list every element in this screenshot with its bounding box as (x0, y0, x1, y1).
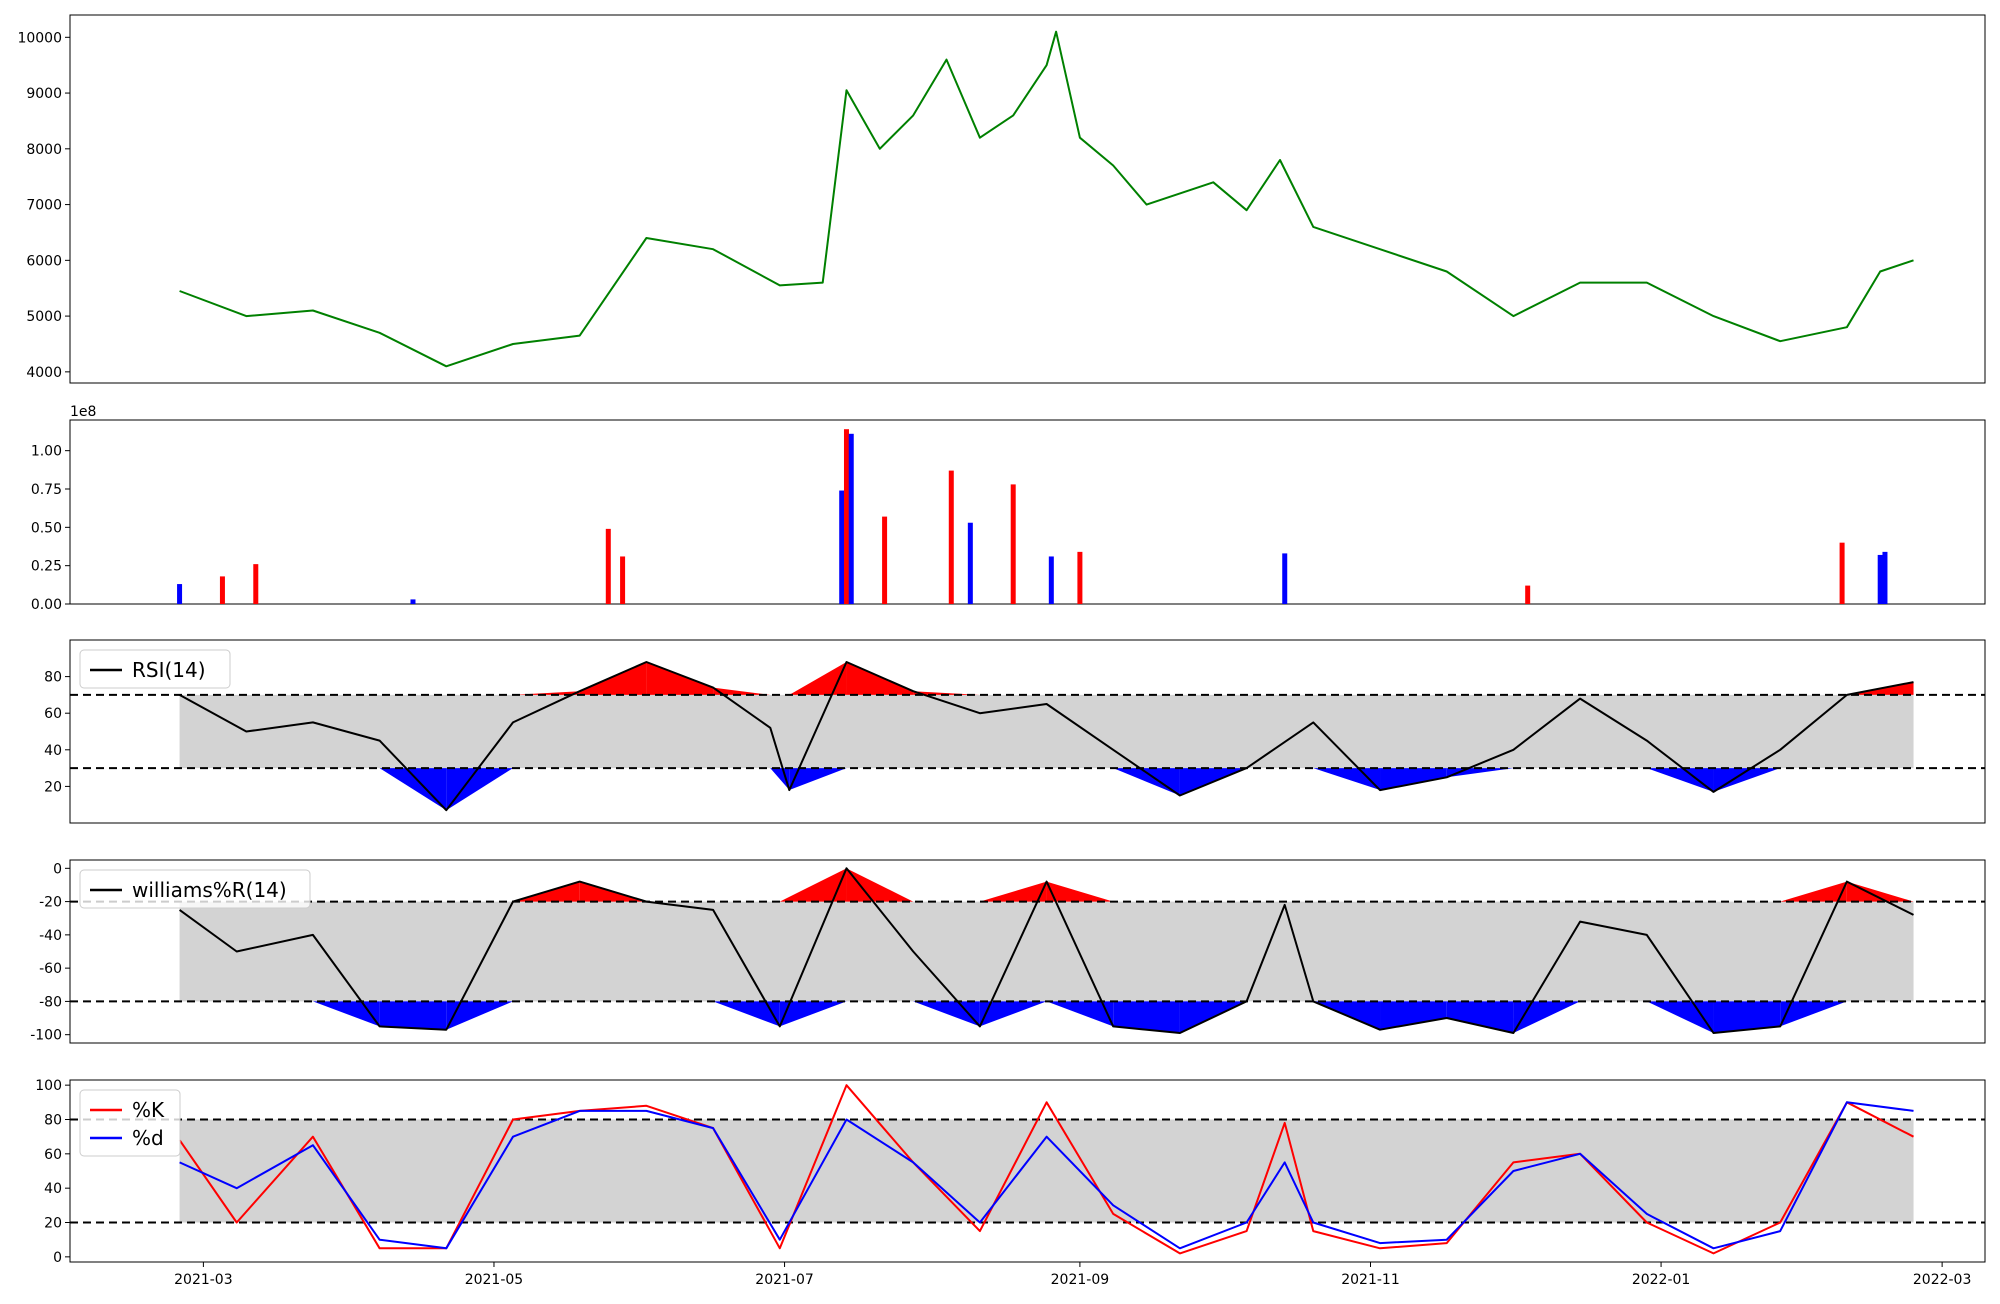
stochastic-legend-label: %d (132, 1126, 164, 1150)
stochastic-band (180, 1119, 1914, 1222)
volume-bar (1878, 555, 1883, 604)
williams-legend-label: williams%R(14) (132, 878, 287, 902)
volume-bar (1525, 586, 1530, 604)
volume-ytick-label: 0.25 (31, 559, 62, 575)
williams-ytick-label: -40 (39, 928, 62, 944)
williams-overbought-zone (980, 882, 1047, 902)
volume-ytick-label: 0.00 (31, 597, 62, 613)
volume-ytick-label: 1.00 (31, 444, 62, 460)
price-ytick-label: 8000 (26, 142, 62, 158)
volume-ytick-label: 0.50 (31, 520, 62, 536)
williams-overbought-zone (846, 868, 913, 901)
stochastic-ytick-label: 100 (35, 1078, 62, 1094)
rsi-legend-label: RSI(14) (132, 658, 206, 682)
x-tick-label: 2022-01 (1632, 1272, 1691, 1288)
rsi-overbought-zone (789, 662, 846, 695)
williams-band (180, 902, 1914, 1002)
volume-bar (949, 471, 954, 604)
volume-bar (220, 576, 225, 604)
williams-oversold-zone (713, 1001, 780, 1026)
williams-oversold-zone (380, 1001, 447, 1029)
stochastic-ytick-label: 0 (53, 1250, 62, 1266)
williams-oversold-zone (1380, 1001, 1447, 1029)
volume-panel-frame (70, 420, 1985, 604)
price-ytick-label: 5000 (26, 309, 62, 325)
williams-ytick-label: -60 (39, 961, 62, 977)
rsi-ytick-label: 20 (44, 779, 62, 795)
volume-bar (1882, 552, 1887, 604)
x-tick-label: 2021-11 (1341, 1272, 1400, 1288)
rsi-band (180, 695, 1914, 768)
volume-bar (177, 584, 182, 604)
x-tick-label: 2021-09 (1051, 1272, 1110, 1288)
rsi-ytick-label: 80 (44, 670, 62, 686)
price-ytick-label: 4000 (26, 365, 62, 381)
x-tick-label: 2022-03 (1913, 1272, 1972, 1288)
volume-bar (1011, 484, 1016, 604)
williams-overbought-zone (1047, 882, 1114, 902)
williams-overbought-zone (780, 868, 847, 901)
volume-bar (253, 564, 258, 604)
price-ytick-label: 7000 (26, 198, 62, 214)
price-line (180, 32, 1914, 367)
williams-overbought-zone (1780, 882, 1847, 902)
stochastic-ytick-label: 20 (44, 1216, 62, 1232)
stochastic-ytick-label: 40 (44, 1181, 62, 1197)
x-tick-label: 2021-03 (174, 1272, 233, 1288)
volume-bar (849, 434, 854, 604)
williams-oversold-zone (446, 1001, 513, 1029)
price-ytick-label: 10000 (17, 30, 62, 46)
price-ytick-label: 6000 (26, 253, 62, 269)
volume-exponent: 1e8 (70, 404, 96, 420)
rsi-oversold-zone (1647, 768, 1714, 792)
rsi-oversold-zone (446, 768, 513, 810)
stochastic-ytick-label: 60 (44, 1147, 62, 1163)
volume-bar (844, 429, 849, 604)
x-tick-label: 2021-05 (465, 1272, 524, 1288)
volume-bar (620, 556, 625, 604)
volume-bar (1049, 556, 1054, 604)
rsi-ytick-label: 60 (44, 706, 62, 722)
x-tick-label: 2021-07 (755, 1272, 814, 1288)
volume-bar (606, 529, 611, 604)
stochastic-legend (80, 1090, 180, 1156)
volume-bar (1282, 553, 1287, 604)
williams-ytick-label: 0 (53, 861, 62, 877)
rsi-ytick-label: 40 (44, 743, 62, 759)
price-panel-frame (70, 15, 1985, 383)
volume-ytick-label: 0.75 (31, 482, 62, 498)
williams-oversold-zone (1447, 1001, 1514, 1033)
stochastic-legend-label: %K (132, 1098, 165, 1122)
price-ytick-label: 9000 (26, 86, 62, 102)
williams-ytick-label: -100 (30, 1028, 62, 1044)
volume-bar (410, 599, 415, 604)
williams-ytick-label: -80 (39, 994, 62, 1010)
volume-bar (1077, 552, 1082, 604)
volume-bar (839, 491, 844, 604)
stochastic-ytick-label: 80 (44, 1112, 62, 1128)
volume-bar (968, 523, 973, 604)
volume-bar (1840, 543, 1845, 604)
volume-bar (882, 517, 887, 604)
williams-ytick-label: -20 (39, 895, 62, 911)
